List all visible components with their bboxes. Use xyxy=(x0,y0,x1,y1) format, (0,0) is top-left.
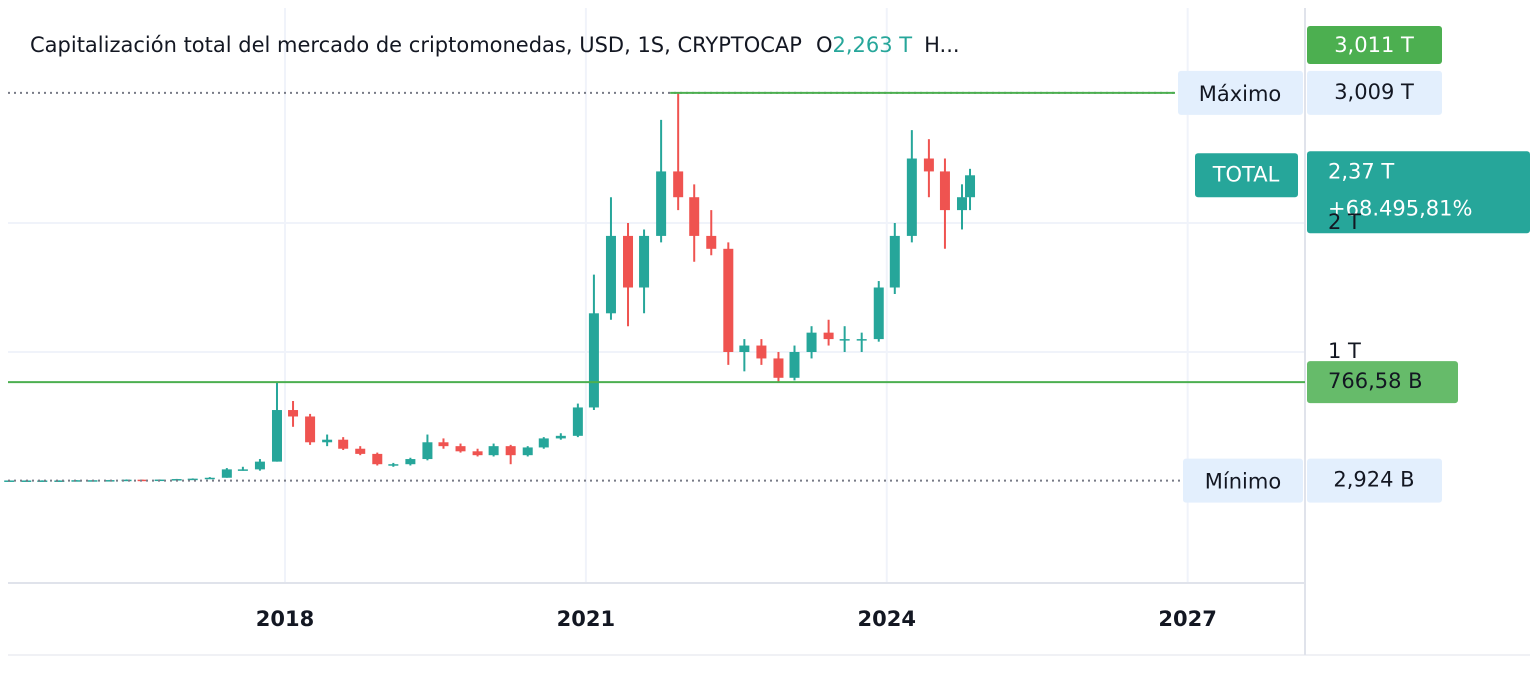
candle-body xyxy=(588,313,599,408)
last-price-label: 2,37 T xyxy=(1328,159,1394,183)
candle-body xyxy=(338,439,349,449)
x-tick-label: 2021 xyxy=(557,607,615,631)
candle-body xyxy=(673,171,684,198)
candle-body xyxy=(522,447,533,456)
candle-body xyxy=(422,442,433,460)
candle-body xyxy=(789,351,800,378)
candle-body xyxy=(204,477,215,480)
candle-body xyxy=(538,438,549,448)
x-tick-label: 2024 xyxy=(858,607,916,631)
x-tick-label: 2027 xyxy=(1158,607,1216,631)
candle-body xyxy=(823,332,834,340)
max-name: Máximo xyxy=(1199,82,1282,106)
support-label-bg xyxy=(1307,361,1458,404)
symbol-bg xyxy=(1195,153,1298,198)
candle-body xyxy=(455,446,466,452)
candle-body xyxy=(839,339,850,341)
open-value: 2,263 T xyxy=(832,33,912,57)
candle-body xyxy=(438,442,449,447)
plot xyxy=(4,92,976,482)
candle-body xyxy=(889,235,900,288)
candle-body xyxy=(372,453,383,465)
max-label-bg xyxy=(1307,70,1442,115)
candle-body xyxy=(237,469,248,471)
candle-body xyxy=(305,416,316,443)
candle-body xyxy=(965,175,976,198)
candle-body xyxy=(572,407,583,436)
min-name: Mínimo xyxy=(1205,470,1281,494)
candle-body xyxy=(773,358,784,378)
candle-body xyxy=(906,158,917,236)
candle-body xyxy=(71,480,82,482)
support-label: 766,58 B xyxy=(1328,369,1423,393)
candle-body xyxy=(355,448,366,454)
last-price-bg xyxy=(1307,151,1530,234)
candle-body xyxy=(756,345,767,359)
candle-body xyxy=(873,287,884,340)
candle-body xyxy=(322,439,333,443)
y-tick-label: 2 T xyxy=(1328,210,1361,234)
candle-body xyxy=(121,479,132,482)
max-label: 3,009 T xyxy=(1334,80,1414,104)
candle-body xyxy=(555,435,566,439)
legend-more: H... xyxy=(924,33,959,57)
candle-body xyxy=(137,479,148,482)
candle-body xyxy=(271,410,282,462)
symbol-label: TOTAL xyxy=(1212,162,1280,186)
candle-body xyxy=(623,235,634,288)
candle-body xyxy=(806,332,817,352)
candle-body xyxy=(939,171,950,211)
top-label-bg xyxy=(1307,26,1442,64)
candle-body xyxy=(288,410,299,417)
candle-body xyxy=(187,478,198,481)
top-label: 3,011 T xyxy=(1334,33,1414,57)
candle-body xyxy=(605,235,616,314)
overlay: 3,011 T Máximo 3,009 T Mínimo 2,924 B 766,58 … xyxy=(8,26,1530,503)
candle-body xyxy=(956,197,967,211)
candle-body xyxy=(856,339,867,341)
candle-body xyxy=(254,461,265,470)
candle-body xyxy=(739,345,750,352)
open-label: O xyxy=(816,33,833,57)
min-name-bg xyxy=(1183,458,1303,503)
min-label-bg xyxy=(1307,458,1442,503)
legend-line: Capitalización total del mercado de crip… xyxy=(30,33,960,57)
candle-body xyxy=(488,446,499,456)
candle-body xyxy=(388,464,399,466)
candle-body xyxy=(706,235,717,249)
x-tick-label: 2018 xyxy=(256,607,314,631)
last-price-change: +68.495,81% xyxy=(1328,196,1472,220)
candle-body xyxy=(54,480,65,482)
candle-body xyxy=(723,248,734,352)
y-tick-label: 1 T xyxy=(1328,339,1361,363)
candle-body xyxy=(689,197,700,236)
candle-body xyxy=(639,235,650,288)
candle-body xyxy=(104,480,115,482)
candle-body xyxy=(405,459,416,465)
candle-body xyxy=(505,446,516,456)
candle-body xyxy=(221,469,232,478)
candle-body xyxy=(656,171,667,236)
candle-body xyxy=(472,451,483,456)
candle-body xyxy=(923,158,934,172)
candle-body xyxy=(37,480,48,482)
chart-title: Capitalización total del mercado de crip… xyxy=(30,33,802,57)
min-label: 2,924 B xyxy=(1333,468,1414,492)
max-name-bg xyxy=(1178,70,1303,115)
